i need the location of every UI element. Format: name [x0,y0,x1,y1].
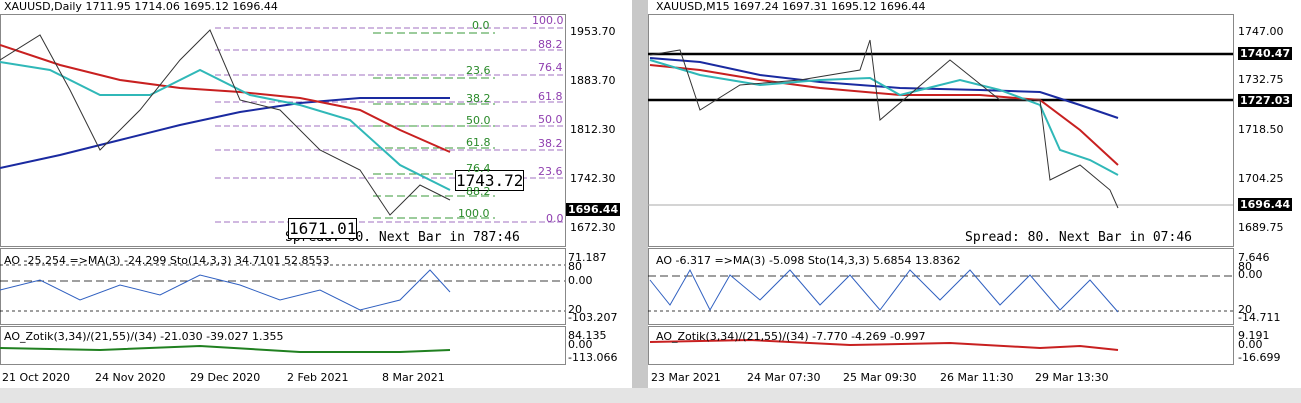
ao-axis-label: 0.00 [1238,268,1263,281]
left-current-price: 1696.44 [566,203,621,216]
box-label: 1671.01 [288,218,358,239]
zotik-axis-label: 0.00 [568,338,593,351]
date-label: 29 Mar 13:30 [1035,371,1109,384]
fib-label: 38.2 [466,92,491,105]
right-ao-text: AO -6.317 =>MA(3) -5.098 Sto(14,3,3) 5.6… [656,254,961,267]
fib-label: 0.0 [472,19,490,32]
price-label: 1740.47 [1238,47,1293,60]
date-label: 29 Dec 2020 [190,371,261,384]
fib-label: 23.6 [538,165,563,178]
fib-label: 100.0 [532,14,564,27]
date-label: 24 Nov 2020 [95,371,166,384]
ao-axis-label: 20 [568,303,582,316]
zotik-axis-label: 9.191 [1238,329,1270,342]
fib-label: 0.0 [546,212,564,225]
fib-label: 100.0 [458,207,490,220]
date-label: 8 Mar 2021 [382,371,445,384]
fib-label: 61.8 [538,90,563,103]
price-label: 1812.30 [570,123,616,136]
date-label: 2 Feb 2021 [287,371,349,384]
price-label: 1689.75 [1238,221,1284,234]
ao-axis-label: 7.646 [1238,251,1270,264]
price-label: 1704.25 [1238,172,1284,185]
date-label: 26 Mar 11:30 [940,371,1014,384]
box-label: 1743.72 [455,170,525,191]
left-header: XAUUSD,Daily 1711.95 1714.06 1695.12 169… [4,0,278,13]
fib-label: 76.4 [466,162,491,175]
zotik-axis-label: -16.699 [1238,351,1281,364]
date-label: 24 Mar 07:30 [747,371,821,384]
price-label: 1747.00 [1238,25,1284,38]
price-label: 1742.30 [570,172,616,185]
zotik-axis-label: -113.066 [568,351,618,364]
price-label: 1732.75 [1238,73,1284,86]
fib-label: 38.2 [538,137,563,150]
date-label: 23 Mar 2021 [651,371,721,384]
right-status: Spread: 80. Next Bar in 07:46 [965,230,1192,245]
left-zotik-text: AO_Zotik(3,34)/(21,55)/(34) -21.030 -39.… [4,330,284,343]
ao-axis-label: 20 [1238,303,1252,316]
date-label: 25 Mar 09:30 [843,371,917,384]
zotik-axis-label: 84.135 [568,329,607,342]
ao-axis-label: 80 [568,260,582,273]
fib-label: 61.8 [466,136,491,149]
price-label: 1953.70 [570,25,616,38]
fib-label: 50.0 [538,113,563,126]
price-label: 1696.44 [1238,198,1293,211]
right-header: XAUUSD,M15 1697.24 1697.31 1695.12 1696.… [656,0,926,13]
left-ao-text: AO -25.254 =>MA(3) -24.299 Sto(14,3,3) 3… [4,254,330,267]
date-label: 21 Oct 2020 [2,371,71,384]
price-label: 1883.70 [570,74,616,87]
fib-label: 76.4 [538,61,563,74]
right-zotik-text: AO_Zotik(3,34)/(21,55)/(34) -7.770 -4.26… [656,330,926,343]
ao-axis-label: 0.00 [568,274,593,287]
fib-label: 50.0 [466,114,491,127]
fib-label: 23.6 [466,64,491,77]
ao-axis-label: -103.207 [568,311,618,324]
ao-axis-label: 80 [1238,260,1252,273]
price-label: 1718.50 [1238,123,1284,136]
ao-axis-label: 71.187 [568,251,607,264]
price-label: 1727.03 [1238,94,1293,107]
fib-label: 88.2 [466,185,491,198]
zotik-axis-label: 0.00 [1238,338,1263,351]
ao-axis-label: -14.711 [1238,311,1281,324]
price-label: 1672.30 [570,221,616,234]
fib-label: 88.2 [538,38,563,51]
